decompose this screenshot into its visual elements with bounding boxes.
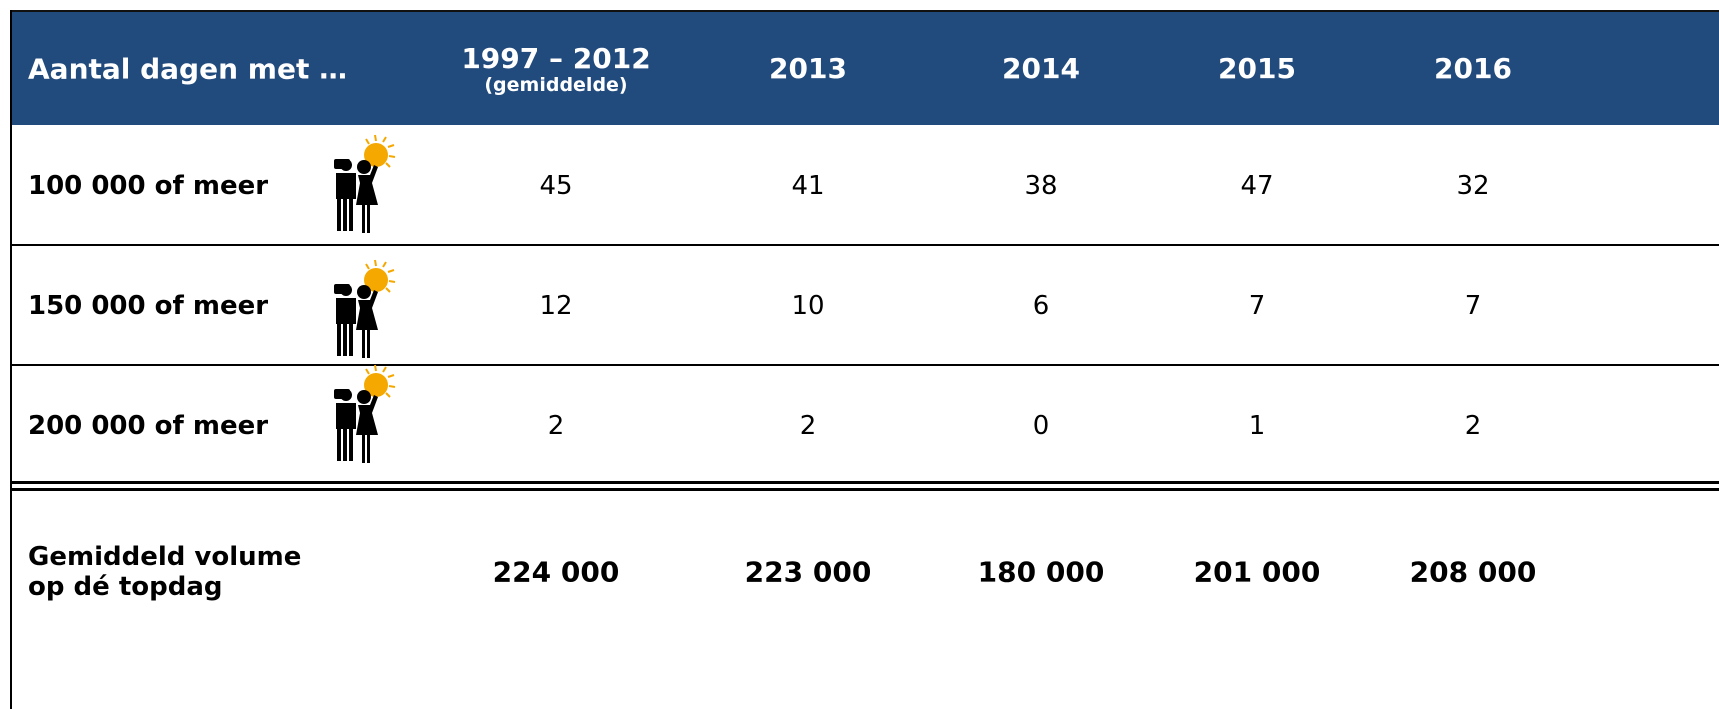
column-header: 2015	[1218, 53, 1296, 85]
footer-value: 180 000	[977, 555, 1105, 589]
footer-label: Gemiddeld volume op dé topdag	[28, 542, 302, 602]
row-divider	[10, 364, 1719, 366]
cell-value: 12	[539, 291, 573, 321]
row-divider	[10, 244, 1719, 246]
cell-value: 1	[1248, 411, 1266, 441]
cell-value: 45	[539, 171, 573, 201]
cell-value: 41	[791, 171, 825, 201]
double-divider	[10, 488, 1719, 491]
column-header: 2016	[1434, 53, 1512, 85]
footer-value: 208 000	[1409, 555, 1537, 589]
footer-value: 201 000	[1193, 555, 1321, 589]
column-header: 2014	[1002, 53, 1080, 85]
row-label: 200 000 of meer	[28, 411, 269, 441]
icon	[333, 134, 396, 233]
cell-value: 10	[791, 291, 825, 321]
cell-value: 38	[1024, 171, 1058, 201]
cell-value: 7	[1464, 291, 1482, 321]
left-border	[10, 10, 12, 709]
icon	[333, 259, 396, 358]
cell-value: 0	[1032, 411, 1050, 441]
column-label: 2016	[1434, 52, 1512, 85]
header-band	[10, 10, 1719, 125]
double-divider	[10, 481, 1719, 484]
row-label: 150 000 of meer	[28, 291, 269, 321]
cell-value: 32	[1456, 171, 1490, 201]
column-label: 2014	[1002, 52, 1080, 85]
row-label: 100 000 of meer	[28, 171, 269, 201]
cell-value: 6	[1032, 291, 1050, 321]
footer-value: 223 000	[744, 555, 872, 589]
column-header: 2013	[769, 53, 847, 85]
cell-value: 7	[1248, 291, 1266, 321]
column-label: 1997 – 2012	[461, 42, 651, 75]
footer-value: 224 000	[492, 555, 620, 589]
column-header: 1997 – 2012 (gemiddelde)	[461, 42, 651, 96]
cell-value: 2	[547, 411, 565, 441]
icon	[333, 364, 396, 463]
cell-value: 47	[1240, 171, 1274, 201]
column-label: 2013	[769, 52, 847, 85]
column-sublabel: (gemiddelde)	[484, 74, 628, 96]
cell-value: 2	[799, 411, 817, 441]
header-title: Aantal dagen met …	[28, 52, 348, 86]
cell-value: 2	[1464, 411, 1482, 441]
column-label: 2015	[1218, 52, 1296, 85]
